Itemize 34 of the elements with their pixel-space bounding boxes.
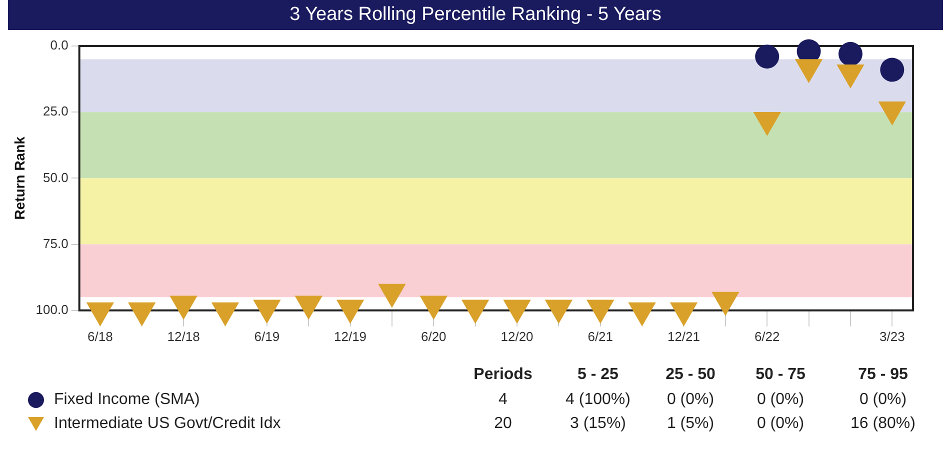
text: 75 - 95 [857, 366, 909, 385]
text: 4 (100%) [564, 391, 632, 409]
text: 16 (80%) [850, 415, 916, 433]
text: 0 (0%) [666, 391, 716, 409]
y-tick-label: 100.0 [36, 302, 68, 317]
text: 5 - 25 [576, 366, 620, 385]
x-tick-label: 6/18 [88, 328, 113, 344]
legend-label: Intermediate US Govt/Credit Idx [54, 415, 281, 433]
x-tick-label: 12/21 [667, 328, 700, 344]
text: 0 (0%) [756, 391, 806, 409]
y-axis-title: Return Rank [11, 136, 28, 220]
x-tick-label: 3/23 [880, 328, 905, 344]
text: 0 (0%) [858, 391, 908, 409]
text: 4 [498, 391, 508, 409]
legend-label: Fixed Income (SMA) [54, 391, 200, 409]
chart-title: 3 Years Rolling Percentile Ranking - 5 Years [8, 0, 943, 30]
text: 0 (0%) [756, 415, 806, 433]
y-tick-label: 25.0 [43, 104, 68, 119]
y-tick-label: 75.0 [43, 236, 68, 251]
y-tick-label: 50.0 [43, 170, 68, 185]
x-tick-label: 6/20 [420, 328, 446, 344]
text: 1 (5%) [666, 415, 716, 433]
x-tick-label: 12/19 [334, 328, 367, 344]
x-tick-label: 6/21 [588, 328, 614, 344]
y-tick-label: 0.0 [50, 38, 68, 53]
text: 3 (15%) [568, 415, 628, 433]
text: 20 [493, 415, 513, 433]
text: 25 - 50 [664, 366, 716, 385]
text: 50 - 75 [754, 366, 806, 385]
x-tick-label: 12/18 [167, 328, 200, 344]
x-tick-label: 12/20 [500, 328, 534, 344]
x-tick-label: 6/22 [754, 328, 780, 344]
x-tick-label: 6/19 [254, 328, 280, 344]
text: Periods [472, 366, 534, 385]
